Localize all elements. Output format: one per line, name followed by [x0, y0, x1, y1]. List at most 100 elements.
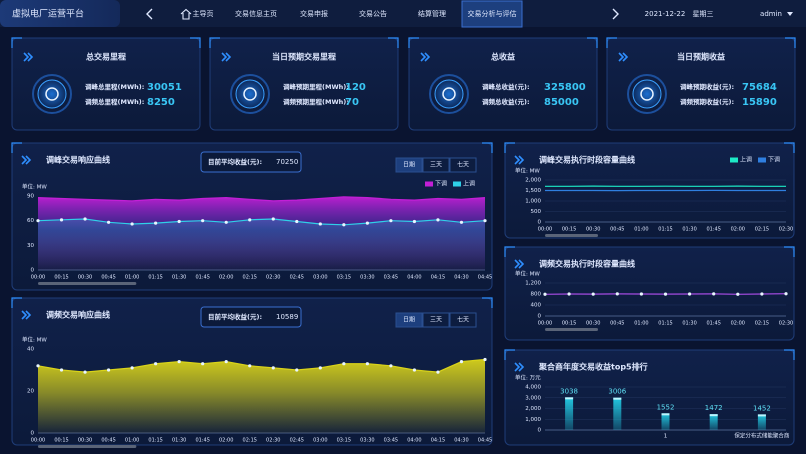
point [83, 217, 87, 221]
point [36, 364, 40, 368]
nav-item[interactable]: 结算管理 [418, 9, 446, 18]
y-tick-label: 0 [538, 220, 542, 226]
panel [408, 37, 598, 131]
kpi-icon-glyph [442, 87, 456, 101]
x-tick-label: 02:30 [779, 321, 793, 327]
point [318, 222, 322, 226]
chart-title: 调峰交易执行时段容量曲线 [539, 155, 635, 165]
y-tick-label: 40 [27, 347, 34, 353]
line [37, 196, 486, 202]
kpi-value: 325800 [544, 82, 586, 93]
point [639, 292, 644, 296]
tab-label[interactable]: 日期 [403, 316, 415, 324]
nav-item[interactable]: 交易申报 [300, 9, 328, 18]
legend-label: 上调 [740, 156, 752, 164]
x-tick-label: 01:45 [706, 227, 720, 233]
chart-title: 聚合商年度交易收益top5排行 [538, 362, 648, 372]
title-chevrons [21, 155, 32, 165]
kpi-value: 85000 [544, 97, 579, 108]
kpi-label: 调峰预期里程(MWh): [283, 82, 349, 91]
tab-label[interactable]: 三天 [430, 162, 442, 169]
x-tick-label: 01:45 [706, 321, 720, 327]
nav-prev[interactable] [146, 8, 153, 20]
kpi-label: 调频预期里程(MWh): [283, 97, 349, 106]
x-tick-label: 02:30 [266, 438, 280, 444]
y-tick-label: 1,000 [525, 199, 541, 205]
point [295, 368, 299, 372]
avg-value: 70250 [276, 158, 298, 166]
nav-item[interactable]: 交易信息主页 [235, 9, 277, 18]
panel-corner [209, 37, 399, 48]
kpi-icon [235, 79, 265, 109]
x-tick-label: 03:15 [337, 438, 351, 444]
y-tick-label: 90 [27, 194, 34, 200]
kpi-icon [37, 79, 67, 109]
y-tick-label: 60 [27, 218, 34, 224]
x-tick-label: 04:15 [431, 438, 445, 444]
kpi-value: 30051 [147, 82, 182, 93]
nav-item[interactable]: 交易公告 [359, 9, 387, 18]
nav-item[interactable]: 交易分析与评估 [468, 9, 517, 18]
bar [613, 397, 622, 430]
y-tick-label: 0 [31, 431, 35, 437]
x-tick-label: 04:00 [407, 438, 421, 444]
nav-item[interactable]: 主导页 [193, 9, 214, 18]
y-tick-label: 1,500 [525, 188, 541, 194]
tab-label[interactable]: 七天 [457, 316, 469, 324]
scrollbar[interactable] [38, 282, 137, 285]
kpi-title: 当日预期收益 [677, 52, 725, 62]
home-icon [180, 8, 192, 20]
tab[interactable] [395, 157, 423, 173]
kpi-icon-glyph [640, 87, 654, 101]
x-tick-label: 02:15 [243, 275, 257, 281]
kpi-value: 120 [345, 82, 366, 93]
tab[interactable] [449, 157, 477, 173]
kpi-label: 调频预期收益(元): [680, 97, 734, 106]
tab-label[interactable]: 日期 [403, 161, 415, 169]
area [38, 219, 485, 270]
point [59, 368, 64, 372]
x-tick-label: 00:45 [101, 275, 115, 281]
chart-title: 调峰交易响应曲线 [46, 155, 110, 165]
scrollbar[interactable] [545, 328, 599, 331]
point [760, 292, 764, 296]
x-tick-label: 00:30 [78, 275, 92, 281]
point [591, 292, 595, 296]
point [615, 292, 619, 296]
nav-active[interactable] [461, 0, 523, 28]
x-tick-label: 00:15 [54, 438, 68, 444]
point [295, 219, 299, 224]
tab-label[interactable]: 三天 [430, 317, 442, 324]
value-label: 3038 [560, 387, 578, 395]
tab-label[interactable]: 七天 [457, 161, 469, 169]
x-tick-label: 00:15 [562, 227, 576, 233]
kpi-value: 8250 [147, 97, 175, 108]
value-label: 1472 [705, 404, 723, 412]
x-tick-label: 01:00 [125, 438, 139, 444]
scrollbar[interactable] [38, 445, 137, 448]
user-caret[interactable] [787, 12, 793, 16]
x-tick-label: 00:30 [78, 438, 92, 444]
legend-label: 下调 [435, 180, 447, 188]
tab[interactable] [449, 312, 477, 328]
title-chevrons [514, 362, 525, 372]
kpi-value: 15890 [742, 97, 777, 108]
panel-corner [11, 297, 493, 308]
x-tick-label: 04:30 [454, 438, 468, 444]
header-bar [0, 0, 806, 27]
kpi-label: 调频总里程(MWh): [85, 97, 144, 106]
tab[interactable] [422, 312, 450, 328]
scrollbar[interactable] [545, 234, 599, 237]
unit-label: 单位: MW [515, 270, 540, 278]
bar-cap [613, 397, 622, 400]
header-user[interactable]: admin [760, 10, 782, 18]
x-tick-label: 00:00 [31, 275, 45, 281]
tab[interactable] [422, 157, 450, 173]
tab[interactable] [395, 312, 423, 328]
x-tick-label: 01:45 [195, 275, 209, 281]
title-chevrons [514, 155, 525, 165]
nav-next[interactable] [612, 8, 619, 20]
title-chevrons [221, 52, 232, 62]
bar-cap [709, 414, 718, 417]
